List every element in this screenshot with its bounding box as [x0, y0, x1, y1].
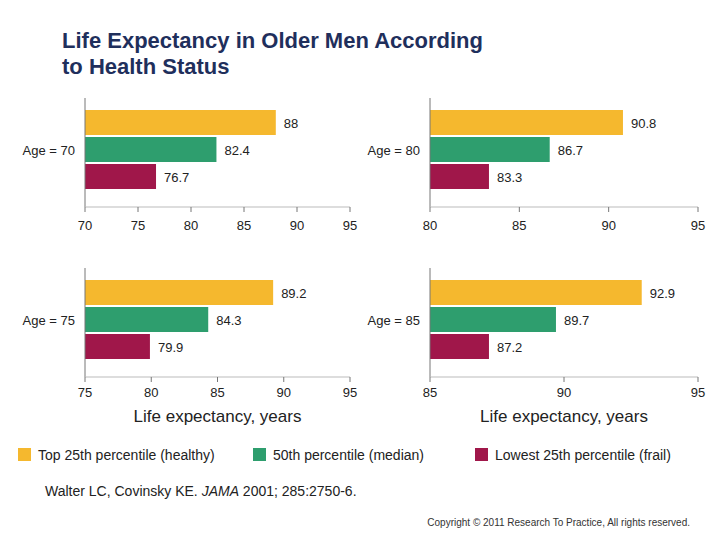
title: Life Expectancy in Older Men Accordingto… [62, 28, 483, 79]
legend-label: Lowest 25th percentile (frail) [495, 447, 671, 463]
title-line: to Health Status [62, 54, 229, 79]
source-part: Walter LC, Covinsky KE. [45, 483, 202, 499]
bar [430, 307, 556, 332]
bars [430, 110, 623, 189]
data-label: 82.4 [224, 143, 249, 158]
tick-label: 85 [237, 218, 251, 233]
tick-label: 95 [343, 385, 357, 400]
tick [698, 207, 699, 212]
legend-swatch [475, 448, 488, 461]
panel: 90.8 86.7 83.3 80 85 90 95 Age = 80 [368, 98, 706, 233]
tick [217, 377, 218, 382]
tick [297, 207, 298, 212]
bar [85, 164, 156, 189]
tick-label: 75 [78, 385, 92, 400]
tick [244, 207, 245, 212]
bar [430, 137, 550, 162]
bar [85, 110, 276, 135]
axis-baseline [85, 207, 350, 208]
legend-label: Top 25th percentile (healthy) [38, 447, 215, 463]
bar [430, 164, 489, 189]
annotation: Age = 85 [368, 313, 420, 328]
tick-label: 85 [423, 385, 437, 400]
data-label: 86.7 [558, 143, 583, 158]
bar [85, 334, 150, 359]
data-label: 83.3 [497, 170, 522, 185]
bars [85, 280, 273, 359]
tick [698, 377, 699, 382]
annotation: Age = 75 [23, 313, 75, 328]
bar [430, 334, 489, 359]
legend-label: 50th percentile (median) [273, 447, 424, 463]
axis-line [85, 268, 86, 377]
tick-label: 95 [691, 218, 705, 233]
bars [430, 280, 642, 359]
tick [350, 207, 351, 212]
tick [519, 207, 520, 212]
tick-label: 95 [343, 218, 357, 233]
axis-label: Life expectancy, years [134, 407, 302, 426]
tick-label: 90 [557, 385, 571, 400]
tick-label: 85 [512, 218, 526, 233]
tick-label: 75 [131, 218, 145, 233]
tick-label: 80 [144, 385, 158, 400]
data-label: 87.2 [497, 340, 522, 355]
bar [85, 280, 273, 305]
axis-label: Life expectancy, years [480, 407, 648, 426]
source-part: 2001; 285:2750-6. [239, 483, 357, 499]
source: Walter LC, Covinsky KE. JAMA 2001; 285:2… [45, 483, 357, 499]
copyright: Copyright © 2011 Research To Practice, A… [427, 517, 690, 528]
tick [608, 207, 609, 212]
axis-line [430, 98, 431, 207]
tick-label: 80 [184, 218, 198, 233]
bar [85, 137, 216, 162]
axis-line [85, 98, 86, 207]
annotation: Age = 80 [368, 143, 420, 158]
tick [85, 377, 86, 382]
tick-label: 85 [210, 385, 224, 400]
tick [350, 377, 351, 382]
tick-label: 80 [423, 218, 437, 233]
tick [85, 207, 86, 212]
tick-label: 95 [691, 385, 705, 400]
data-label: 76.7 [164, 170, 189, 185]
tick-label: 90 [290, 218, 304, 233]
tick [564, 377, 565, 382]
source-part: JAMA [201, 483, 239, 499]
axis-baseline [430, 207, 698, 208]
data-label: 89.2 [281, 286, 306, 301]
legend-swatch [253, 448, 266, 461]
bar [430, 110, 623, 135]
bar [430, 280, 642, 305]
data-label: 92.9 [650, 286, 675, 301]
data-label: 90.8 [631, 116, 656, 131]
tick-label: 90 [601, 218, 615, 233]
tick [430, 207, 431, 212]
annotation: Age = 70 [23, 143, 75, 158]
title-line: Life Expectancy in Older Men According [62, 28, 483, 53]
tick [430, 377, 431, 382]
panel: 89.2 84.3 79.9 75 80 85 90 95 Age = 75 Life expec… [23, 268, 358, 426]
bars [85, 110, 276, 189]
data-label: 89.7 [564, 313, 589, 328]
bar [85, 307, 208, 332]
panel: 88 82.4 76.7 70 75 80 85 90 95 Age = 70 [23, 98, 358, 233]
chart: Life Expectancy in Older Men Accordingto… [0, 0, 720, 540]
data-label: 79.9 [158, 340, 183, 355]
axis-line [430, 268, 431, 377]
data-label: 88 [284, 116, 298, 131]
tick-label: 90 [277, 385, 291, 400]
legend-swatch [18, 448, 31, 461]
panel: 92.9 89.7 87.2 85 90 95 Age = 85 Life expectanc… [368, 268, 706, 426]
tick-label: 70 [78, 218, 92, 233]
tick [283, 377, 284, 382]
tick [151, 377, 152, 382]
tick [191, 207, 192, 212]
tick [138, 207, 139, 212]
data-label: 84.3 [216, 313, 241, 328]
